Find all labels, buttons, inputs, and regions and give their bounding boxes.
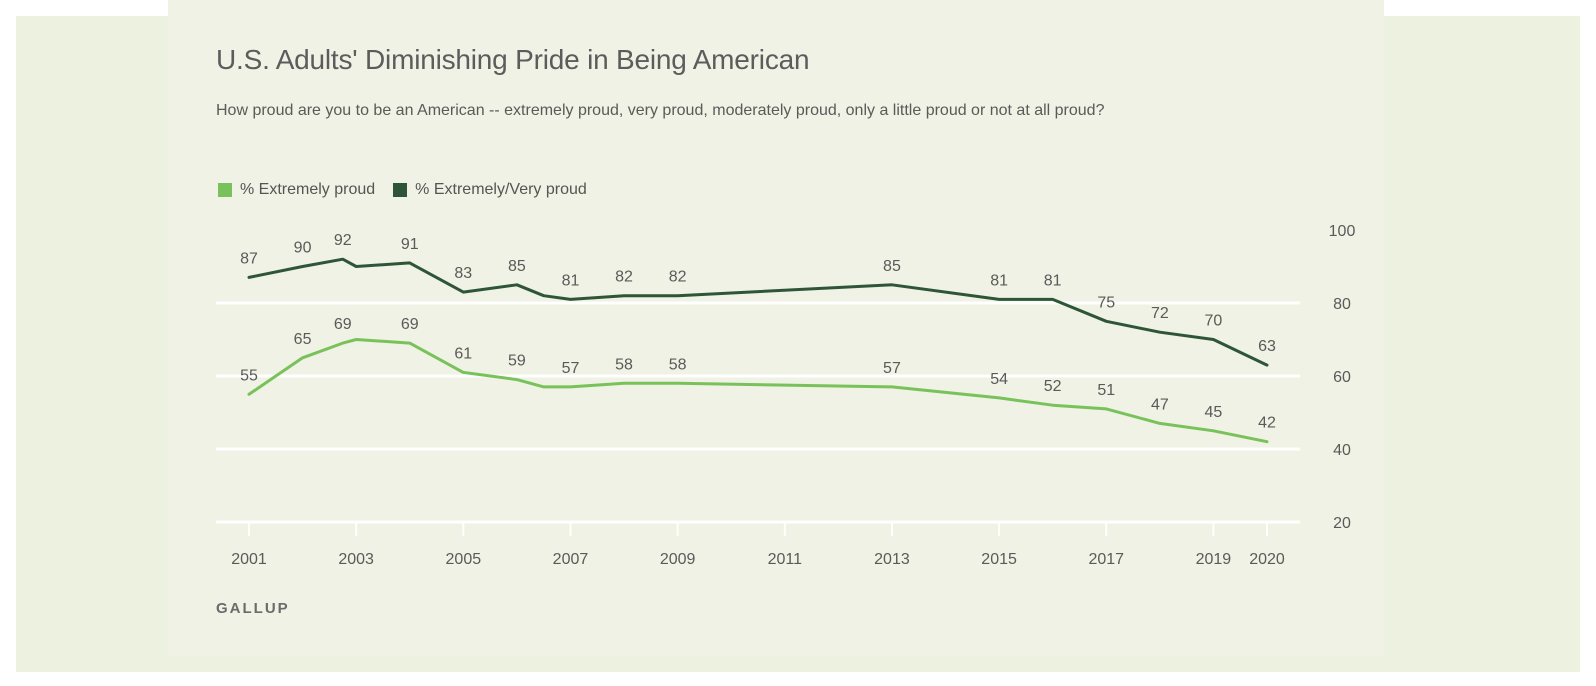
data-label-s1-2004: 91 [401, 236, 419, 253]
x-tick-label-2011: 2011 [768, 551, 803, 568]
data-label-s0-2020: 42 [1258, 415, 1276, 432]
data-label-s1-2002_75: 92 [334, 232, 352, 249]
data-label-s0-2019: 45 [1205, 404, 1223, 421]
x-tick-label-2017: 2017 [1088, 551, 1124, 568]
data-label-s0-2009: 58 [669, 356, 687, 373]
chart-subtitle: How proud are you to be an American -- e… [216, 102, 1105, 119]
data-label-s1-2002: 90 [294, 240, 312, 257]
source-label: GALLUP [216, 600, 290, 617]
data-label-s0-2008: 58 [615, 356, 633, 373]
data-label-s0-2013: 57 [883, 360, 901, 377]
data-label-s1-2008: 82 [615, 269, 633, 286]
data-label-s0-2007: 57 [562, 360, 580, 377]
chart-card [168, 0, 1384, 656]
x-tick-label-2005: 2005 [446, 551, 482, 568]
data-label-s0-2006: 59 [508, 353, 526, 370]
data-label-s0-2002: 65 [294, 331, 312, 348]
data-label-s1-2006: 85 [508, 258, 526, 275]
data-label-s0-2002_75: 69 [334, 316, 352, 333]
x-tick-label-2007: 2007 [553, 551, 589, 568]
legend-item-extremely-very: % Extremely/Very proud [393, 181, 587, 199]
legend: % Extremely proud % Extremely/Very proud [218, 181, 587, 199]
data-label-s1-2017: 75 [1097, 294, 1115, 311]
data-label-s1-2020: 63 [1258, 338, 1276, 355]
legend-swatch-extremely [218, 183, 232, 197]
data-label-s0-2015: 54 [990, 371, 1008, 388]
data-label-s1-2016: 81 [1044, 272, 1062, 289]
data-label-s1-2007: 81 [562, 272, 580, 289]
x-tick-label-2001: 2001 [231, 551, 267, 568]
x-tick-label-2019: 2019 [1196, 551, 1232, 568]
legend-label-extremely-very: % Extremely/Very proud [415, 181, 587, 198]
data-label-s1-2013: 85 [883, 258, 901, 275]
y-tick-label-60: 60 [1333, 369, 1351, 386]
data-label-s1-2018: 72 [1151, 305, 1169, 322]
x-tick-label-2003: 2003 [338, 551, 374, 568]
y-tick-label-100: 100 [1329, 223, 1356, 240]
y-tick-label-40: 40 [1333, 442, 1351, 459]
data-label-s1-2009: 82 [669, 269, 687, 286]
chart-title: U.S. Adults' Diminishing Pride in Being … [216, 44, 810, 75]
x-tick-label-2009: 2009 [660, 551, 696, 568]
y-tick-label-80: 80 [1333, 296, 1351, 313]
data-label-s0-2017: 51 [1097, 382, 1115, 399]
data-label-s1-2015: 81 [990, 272, 1008, 289]
data-label-s0-2005: 61 [454, 345, 472, 362]
series-line-0 [247, 338, 1269, 444]
data-label-s0-2016: 52 [1044, 378, 1062, 395]
data-label-s1-2001: 87 [240, 250, 258, 267]
data-label-s0-2001: 55 [240, 367, 258, 384]
x-tick-label-2015: 2015 [981, 551, 1017, 568]
legend-item-extremely: % Extremely proud [218, 181, 375, 199]
x-tick-label-2020: 2020 [1249, 551, 1285, 568]
y-tick-label-20: 20 [1333, 515, 1351, 532]
data-label-s0-2018: 47 [1151, 396, 1169, 413]
x-tick-label-2013: 2013 [874, 551, 910, 568]
legend-swatch-extremely-very [393, 183, 408, 197]
legend-label-extremely: % Extremely proud [240, 181, 376, 198]
data-label-s0-2004: 69 [401, 316, 419, 333]
data-label-s1-2005: 83 [454, 265, 472, 282]
series-line-1 [247, 257, 1269, 367]
data-label-s1-2019: 70 [1205, 313, 1223, 330]
